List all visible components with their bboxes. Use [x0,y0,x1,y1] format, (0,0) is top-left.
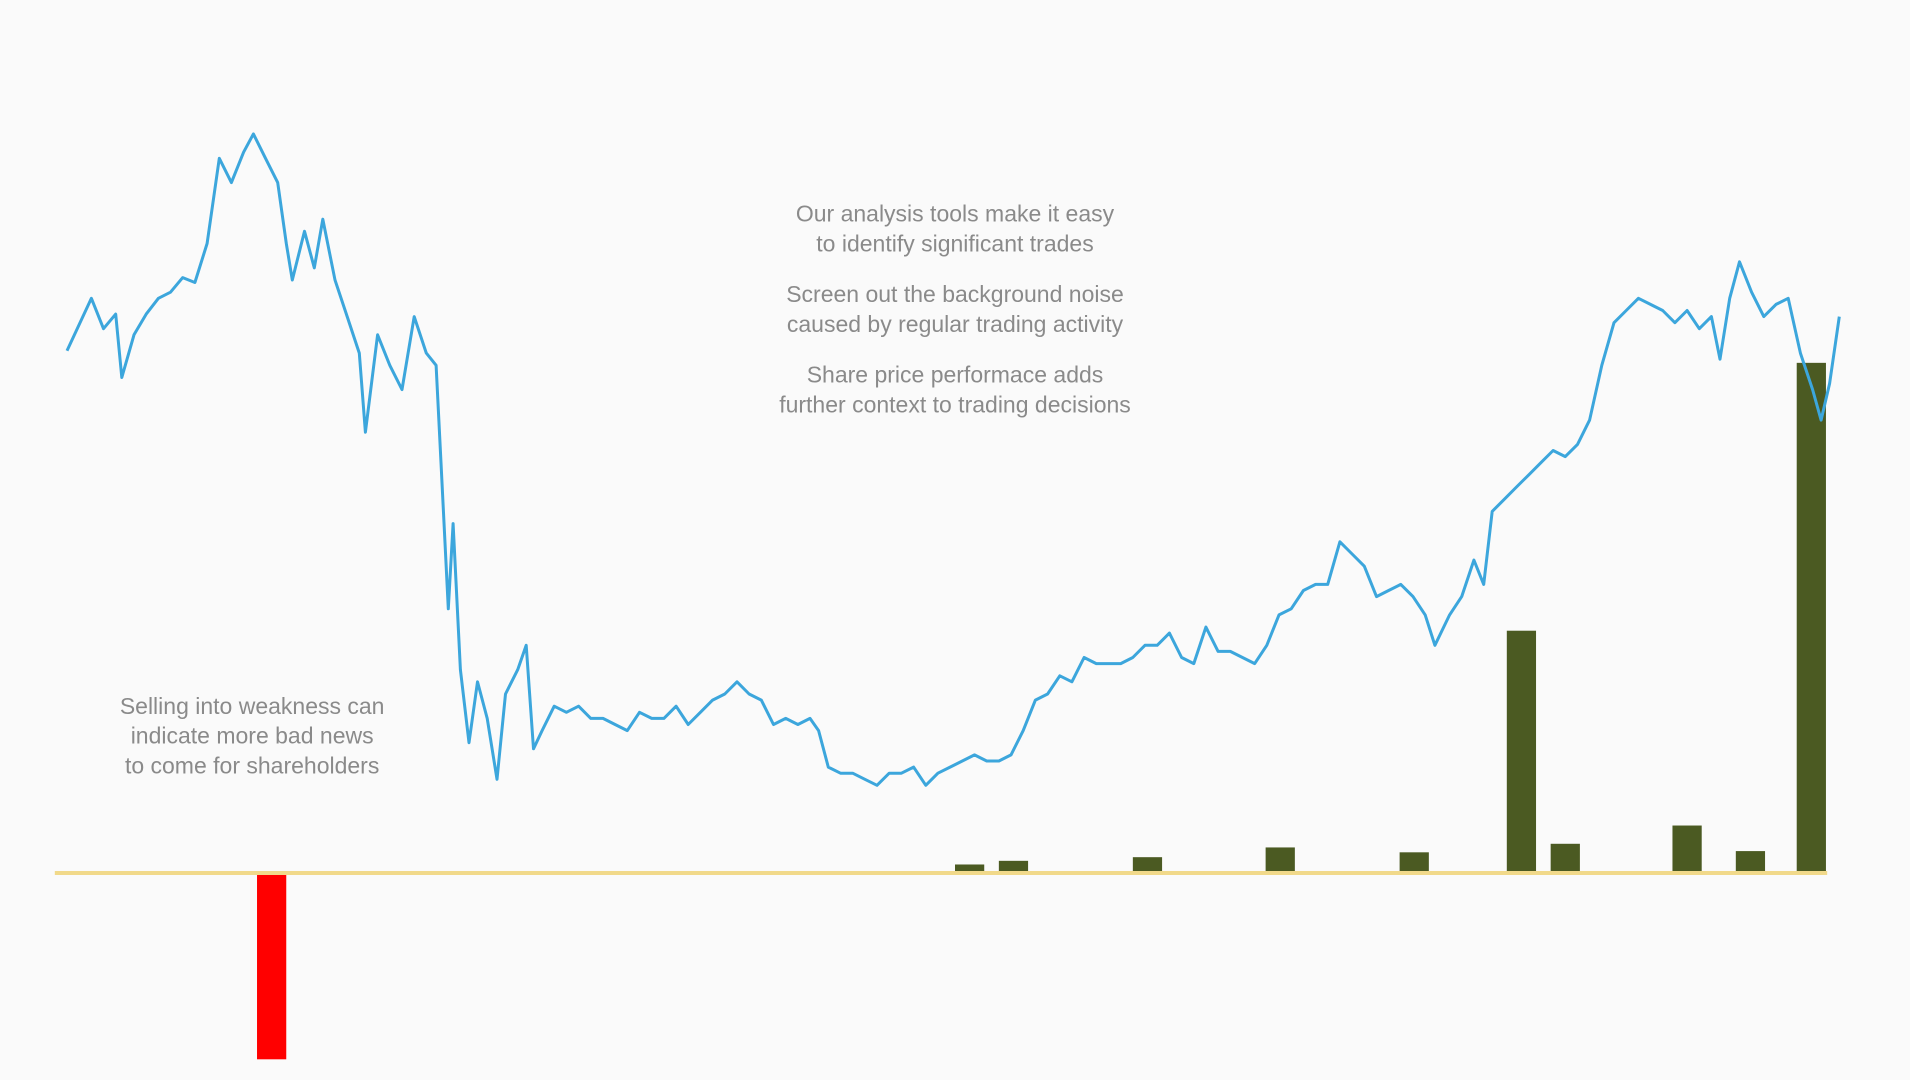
trade-bar [1672,825,1702,874]
annotation-text: further context to trading decisions [779,391,1131,417]
annotation-text: to come for shareholders [125,752,379,778]
trade-bar [998,860,1029,874]
annotation-text: Share price performace adds [807,361,1104,387]
annotation-text: to identify significant trades [816,231,1093,257]
trade-bar [1265,847,1295,874]
trade-bar [257,873,287,1060]
trade-bar [1132,857,1163,874]
trade-bar [1550,843,1580,874]
annotation-text: Our analysis tools make it easy [796,201,1115,227]
annotation-text: Selling into weakness can [120,693,385,719]
trade-bar [955,864,985,874]
trade-bar [1735,851,1766,874]
price-line [65,132,1841,787]
trade-bar [1506,630,1537,874]
trade-bar [1796,362,1826,874]
trade-bar [1399,852,1429,874]
annotation-text: caused by regular trading activity [787,311,1124,337]
annotation-text: indicate more bad news [131,723,374,749]
annotation-text: Screen out the background noise [786,281,1124,307]
